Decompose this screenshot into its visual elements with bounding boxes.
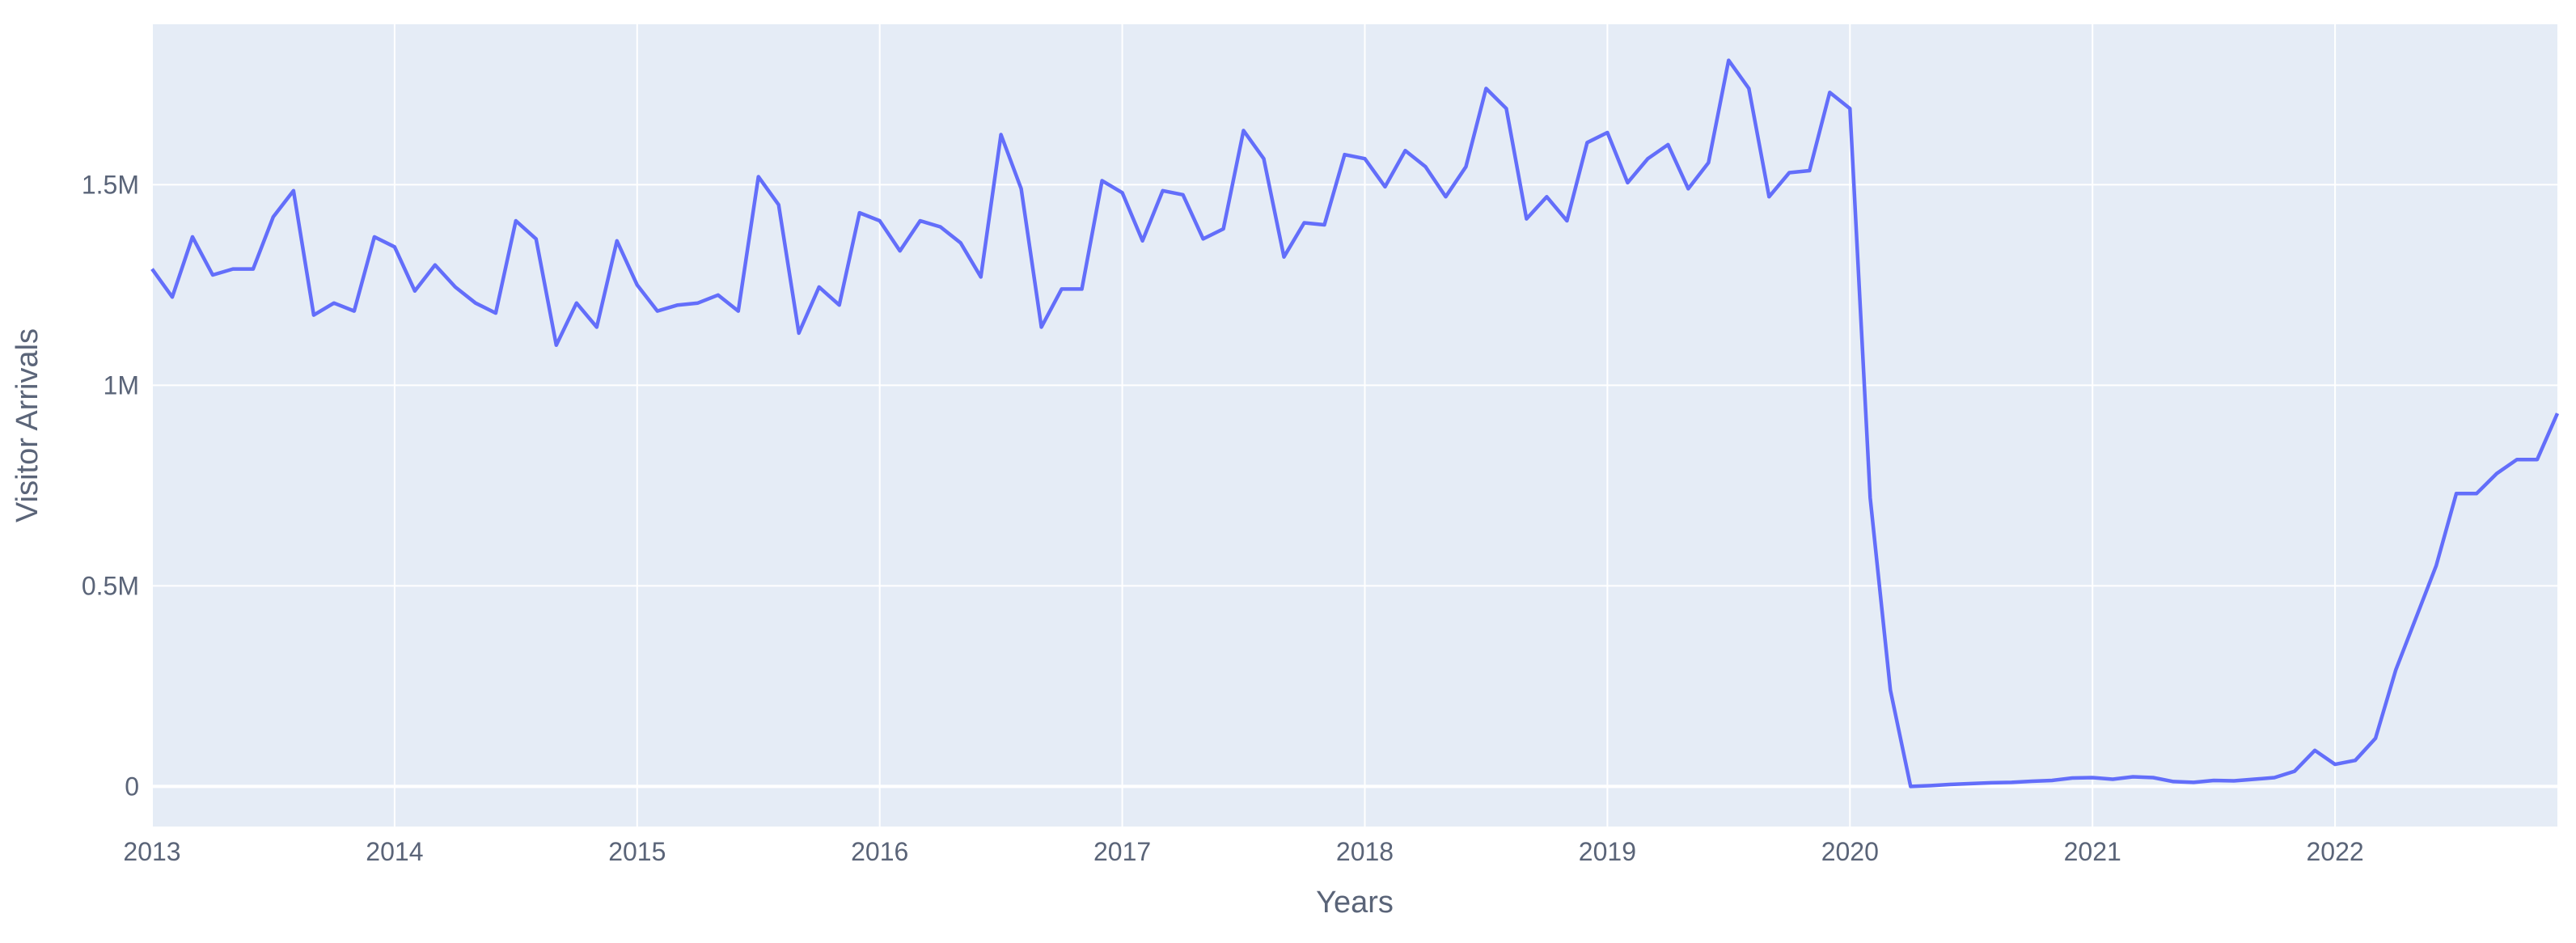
- x-tick-label: 2022: [2306, 837, 2363, 866]
- y-tick-label: 1M: [104, 370, 139, 400]
- x-axis-ticks: 2013 2014 2015 2016 2017 2018 2019 2020 2021 2022: [123, 837, 2363, 866]
- x-tick-label: 2014: [366, 837, 423, 866]
- x-tick-label: 2020: [1821, 837, 1879, 866]
- x-gridlines: [151, 24, 2337, 827]
- y-tick-label: 0: [125, 772, 139, 801]
- y-gridlines: [152, 184, 2557, 789]
- y-tick-label: 0.5M: [82, 571, 139, 600]
- x-tick-label: 2018: [1336, 837, 1394, 866]
- plot-area: [152, 24, 2557, 827]
- x-axis-title: Years: [1316, 886, 1394, 920]
- y-tick-label: 1.5M: [82, 170, 139, 199]
- y-axis-title: Visitor Arrivals: [11, 328, 44, 522]
- x-tick-label: 2013: [123, 837, 180, 866]
- x-tick-label: 2016: [851, 837, 908, 866]
- x-tick-label: 2019: [1579, 837, 1636, 866]
- y-axis-ticks: 0 0.5M 1M 1.5M: [82, 170, 139, 801]
- x-tick-label: 2021: [2064, 837, 2121, 866]
- x-tick-label: 2015: [608, 837, 666, 866]
- visitor-arrivals-line: [150, 58, 2560, 789]
- x-tick-label: 2017: [1093, 837, 1151, 866]
